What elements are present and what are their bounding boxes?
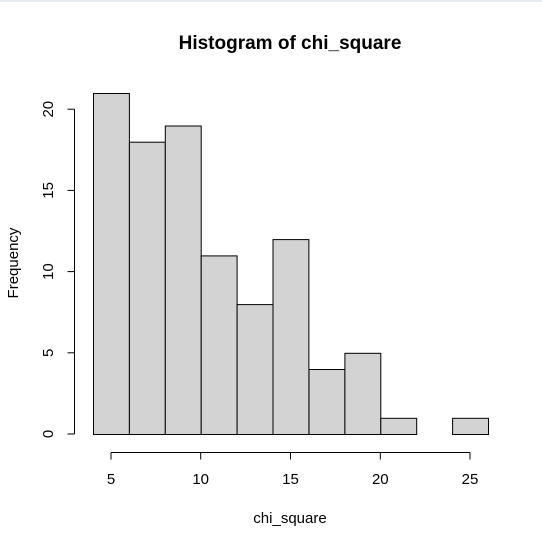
x-tick-label: 10	[192, 471, 209, 488]
y-tick-label: 10	[40, 263, 57, 280]
window-top-border	[0, 0, 542, 2]
y-axis: 0 5 10 15 20	[40, 101, 75, 438]
bars-group	[93, 93, 490, 435]
histogram-bar	[452, 417, 490, 435]
x-tick-label: 15	[282, 471, 299, 488]
y-tick-label: 5	[40, 349, 57, 357]
x-tick-label: 25	[462, 471, 479, 488]
x-axis-title: chi_square	[253, 510, 326, 527]
histogram-bar	[164, 125, 202, 435]
histogram-bar	[308, 369, 346, 435]
histogram-bar	[344, 352, 382, 435]
histogram-bar	[380, 417, 418, 435]
chart-title: Histogram of chi_square	[179, 33, 402, 54]
x-tick-label: 5	[107, 471, 115, 488]
histogram-bar	[200, 255, 238, 435]
y-tick-label: 20	[40, 101, 57, 118]
histogram-bar	[272, 239, 310, 435]
y-tick-label: 0	[40, 430, 57, 438]
x-tick-label: 20	[372, 471, 389, 488]
y-tick-label: 15	[40, 182, 57, 199]
x-axis: 5 10 15 20 25	[107, 452, 479, 488]
y-axis-title: Frequency	[5, 227, 22, 298]
histogram-bar	[236, 304, 274, 435]
histogram-bar	[93, 93, 130, 435]
histogram-bar	[128, 141, 166, 435]
